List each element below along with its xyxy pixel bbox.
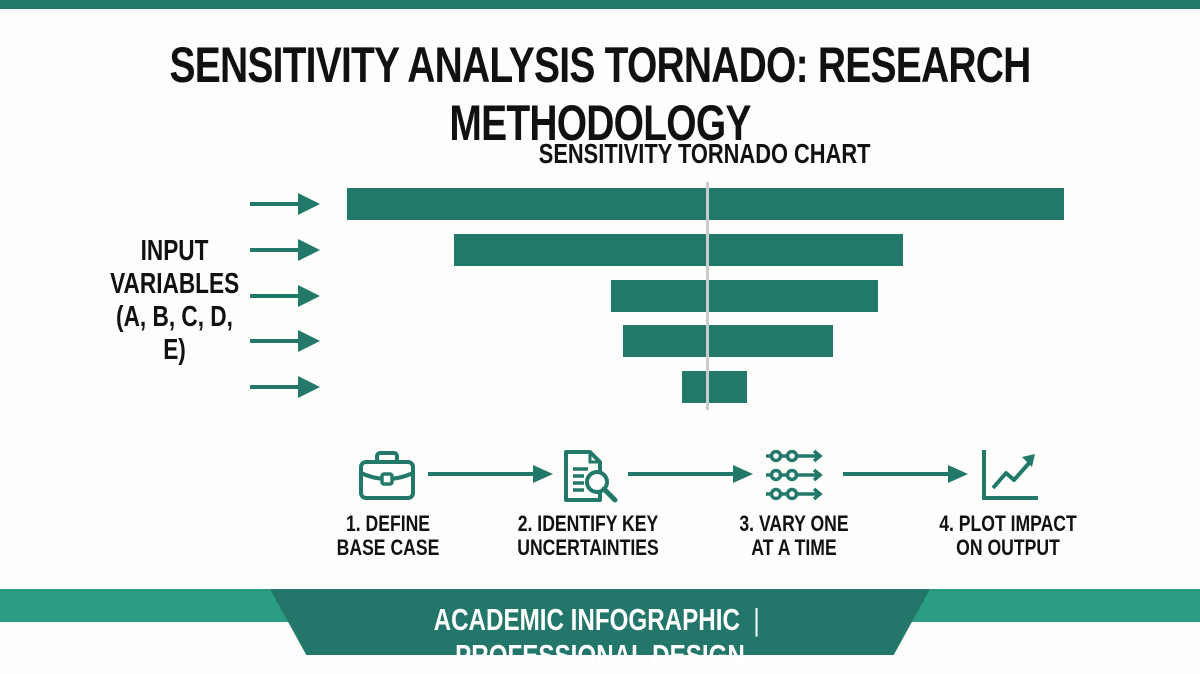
step-3-label: 3. VARY ONE AT A TIME (694, 512, 894, 560)
footer-banner (270, 589, 930, 655)
base-case-line (706, 182, 709, 410)
step-1-label: 1. DEFINE BASE CASE (288, 512, 488, 560)
page-title-text: SENSITIVITY ANALYSIS TORNADO: RESEARCH M… (169, 37, 1031, 151)
input-label-line-3: (A, B, C, D, E) (116, 301, 233, 366)
arrow-right-icon (250, 376, 320, 398)
footer-text: ACADEMIC INFOGRAPHIC | PROFESSIONAL DESI… (270, 602, 930, 674)
footer-separator: | (753, 602, 760, 637)
input-variables-label: INPUT VARIABLES (A, B, C, D, E) (92, 235, 257, 367)
footer-left-text: ACADEMIC INFOGRAPHIC (433, 602, 740, 637)
arrow-right-icon (250, 239, 320, 261)
document-search-icon (564, 450, 618, 503)
arrow-right-icon (250, 285, 320, 307)
sliders-icon (766, 449, 823, 501)
step-4-line-2: ON OUTPUT (956, 535, 1060, 560)
tornado-bar-e (682, 371, 747, 403)
tornado-bar-b (454, 234, 903, 266)
arrow-right-icon (250, 193, 320, 215)
input-label-line-1: INPUT (140, 235, 209, 267)
line-chart-icon (982, 450, 1038, 500)
flow-arrow-icon (843, 465, 968, 483)
top-accent-bar (0, 0, 1200, 9)
step-2-line-2: UNCERTAINTIES (517, 535, 659, 560)
step-3-line-2: AT A TIME (751, 535, 837, 560)
briefcase-icon (359, 451, 415, 500)
input-label-line-2: VARIABLES (110, 268, 240, 300)
chart-title: SENSITIVITY TORNADO CHART (330, 138, 1080, 170)
step-3-line-1: 3. VARY ONE (739, 511, 849, 536)
flow-arrow-icon (428, 465, 553, 483)
flow-arrow-icon (628, 465, 753, 483)
step-1-line-2: BASE CASE (336, 535, 440, 560)
step-4-line-1: 4. PLOT IMPACT (939, 511, 1077, 536)
step-2-line-1: 2. IDENTIFY KEY (517, 511, 659, 536)
step-1-line-1: 1. DEFINE (345, 511, 431, 536)
chart-title-text: SENSITIVITY TORNADO CHART (539, 138, 871, 169)
footer-right-text: PROFESSIONAL DESIGN (455, 638, 745, 673)
step-2-label: 2. IDENTIFY KEY UNCERTAINTIES (488, 512, 688, 560)
page-title: SENSITIVITY ANALYSIS TORNADO: RESEARCH M… (0, 36, 1200, 152)
tornado-bar-d (623, 325, 833, 357)
tornado-bar-a (347, 188, 1064, 220)
step-4-label: 4. PLOT IMPACT ON OUTPUT (908, 512, 1108, 560)
arrow-right-icon (250, 330, 320, 352)
tornado-bar-c (611, 280, 878, 312)
